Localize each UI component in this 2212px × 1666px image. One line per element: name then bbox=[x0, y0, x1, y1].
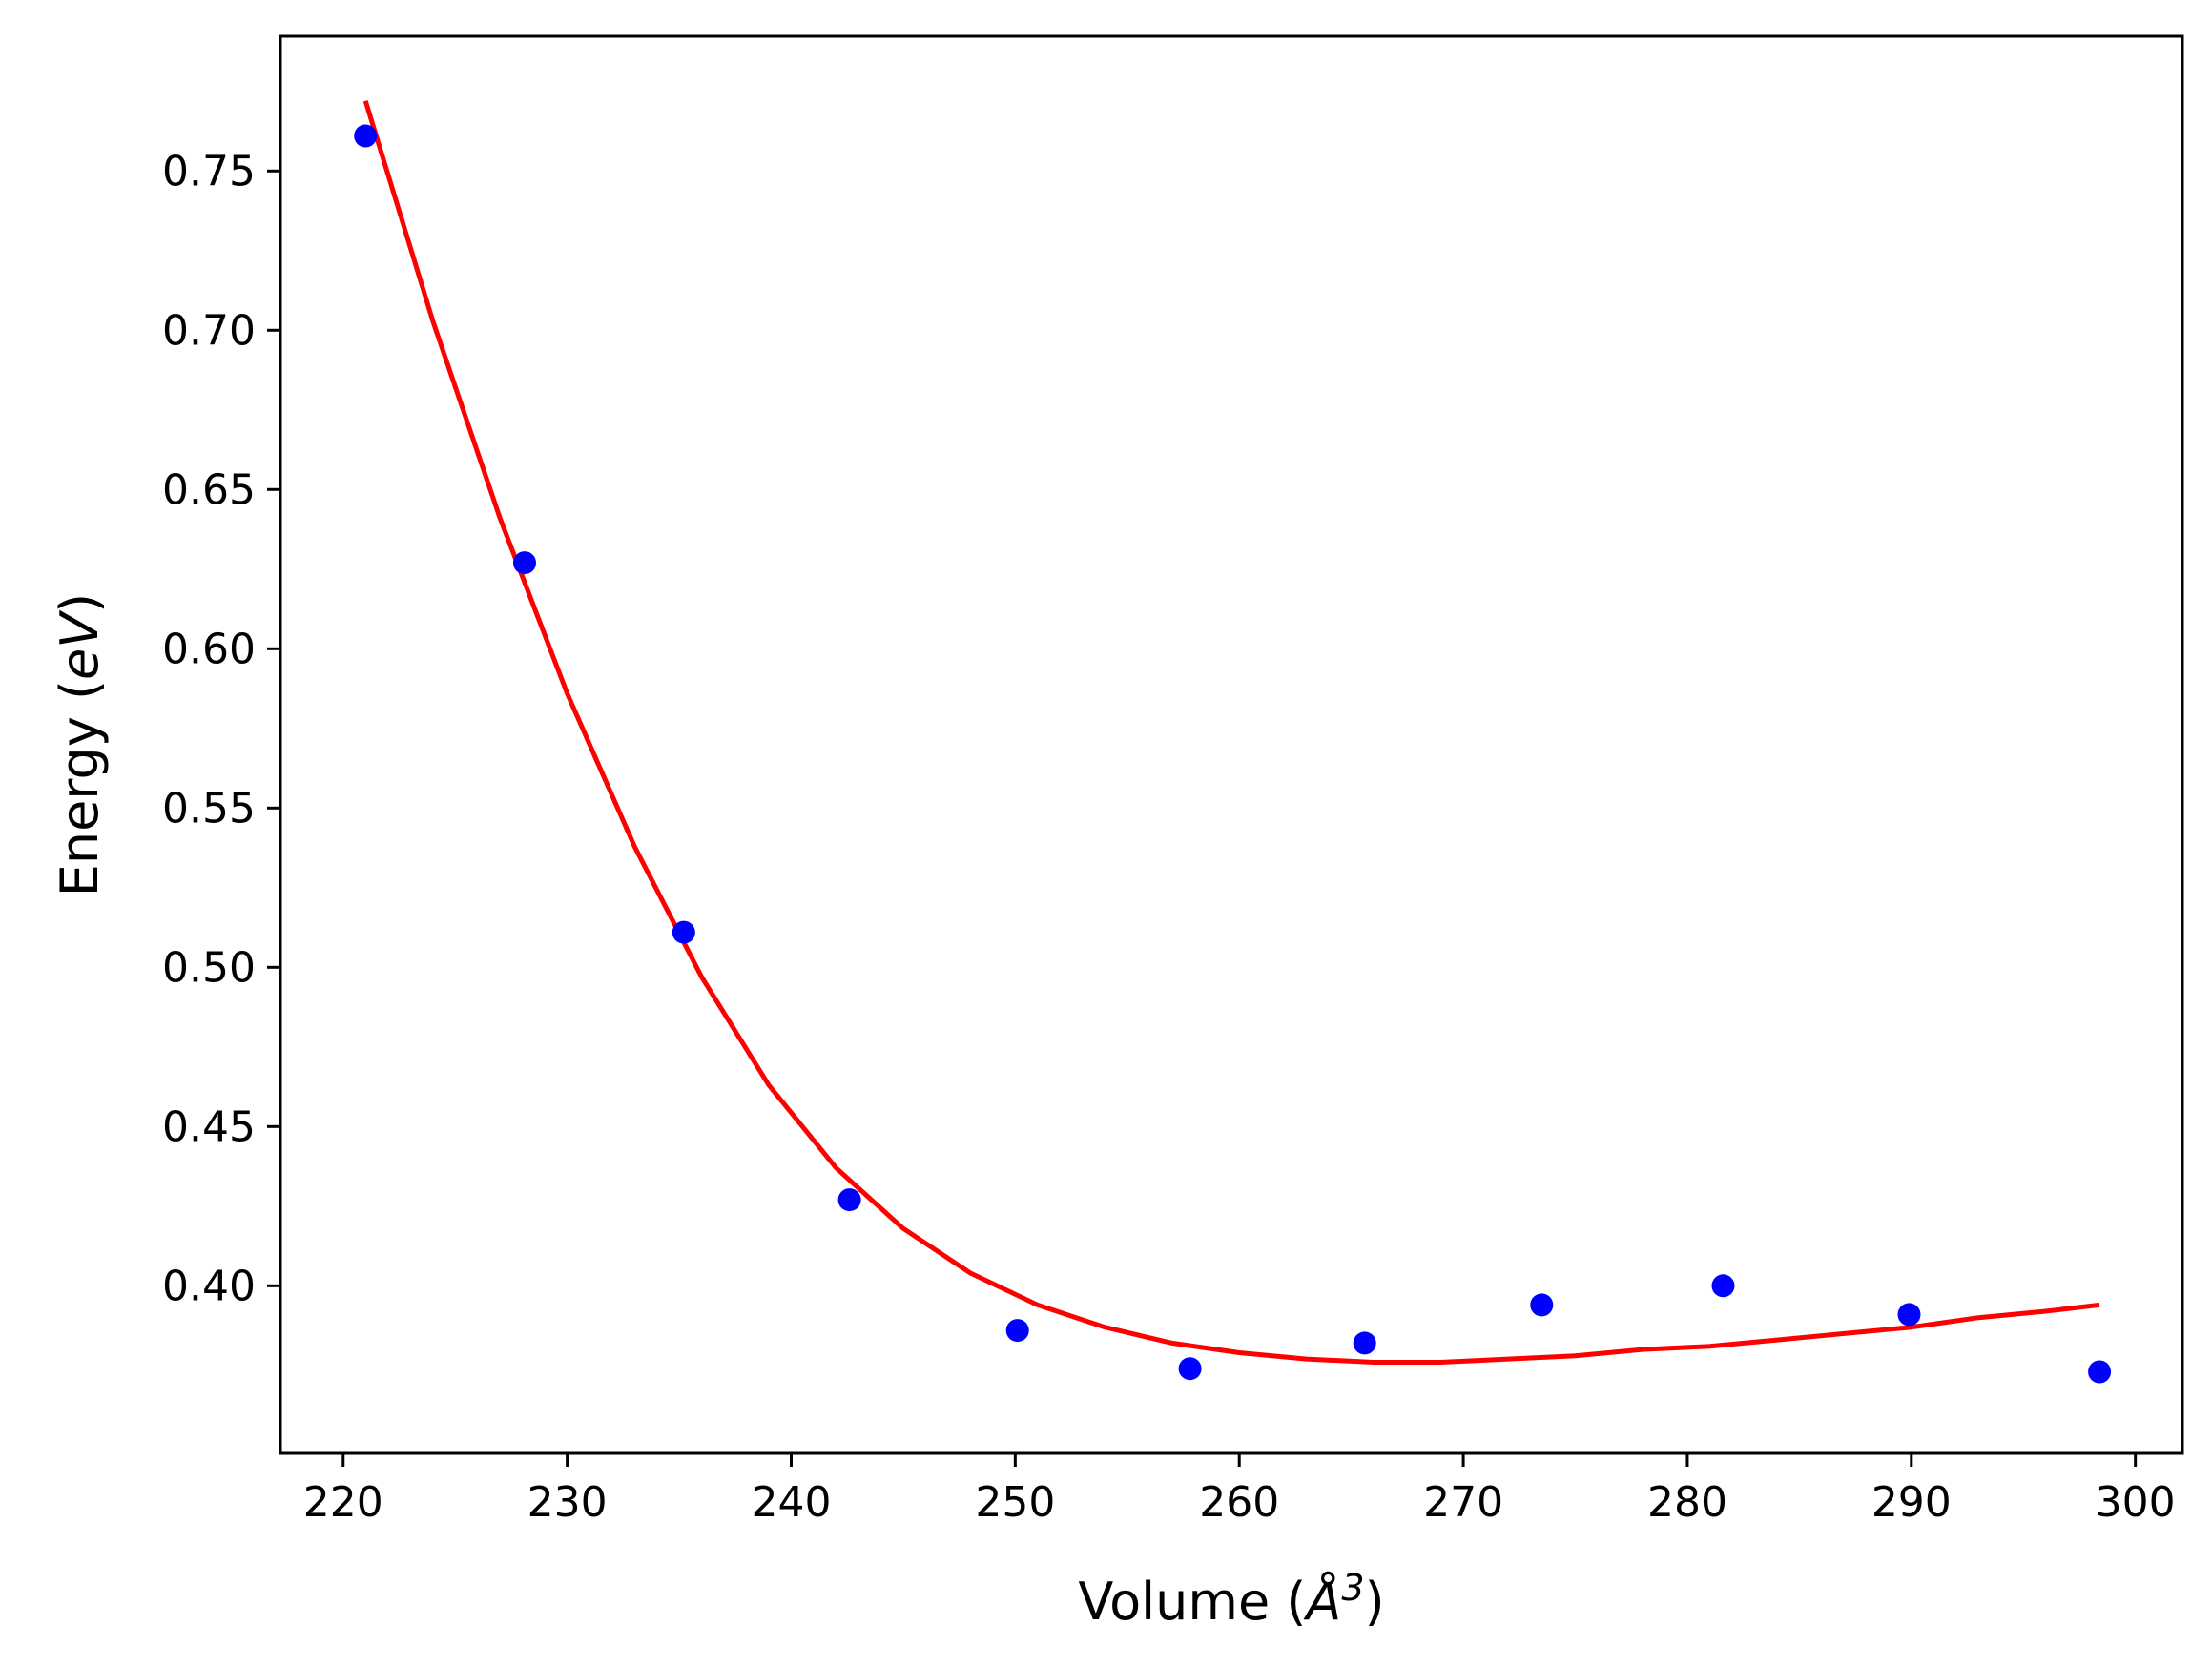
y-axis-ticks: 0.40 0.45 0.50 0.55 0.60 0.65 0.70 0.75 bbox=[162, 147, 280, 1310]
x-axis-ticks: 220 230 240 250 260 270 280 290 300 bbox=[303, 1453, 2176, 1527]
x-tick-label: 250 bbox=[975, 1478, 1055, 1527]
data-point bbox=[1353, 1331, 1376, 1355]
fit-curve-line bbox=[362, 100, 2100, 1365]
y-axis-label-unit: eV bbox=[50, 609, 110, 680]
x-tick-label: 290 bbox=[1871, 1478, 1952, 1527]
data-point bbox=[1178, 1357, 1202, 1381]
data-point bbox=[2088, 1360, 2112, 1384]
y-tick-label: 0.45 bbox=[162, 1102, 256, 1151]
x-tick-label: 220 bbox=[303, 1478, 383, 1527]
x-tick-label: 280 bbox=[1647, 1478, 1727, 1527]
axes-frame bbox=[279, 34, 2184, 1455]
x-axis-label-unit: Å bbox=[1303, 1571, 1341, 1632]
data-point bbox=[1711, 1274, 1735, 1298]
y-tick-label: 0.40 bbox=[162, 1262, 256, 1310]
data-points-layer bbox=[354, 124, 2112, 1384]
y-axis-label: Energy (eV) bbox=[50, 593, 110, 897]
x-tick-label: 260 bbox=[1199, 1478, 1279, 1527]
data-point bbox=[1897, 1303, 1921, 1327]
y-axis-label-prefix: Energy ( bbox=[50, 680, 110, 896]
fit-curve-layer bbox=[362, 100, 2100, 1365]
data-point bbox=[1530, 1293, 1554, 1317]
x-tick-label: 300 bbox=[2096, 1478, 2176, 1527]
x-axis-label-prefix: Volume ( bbox=[1078, 1572, 1306, 1632]
y-tick-label: 0.75 bbox=[162, 147, 256, 195]
y-tick-label: 0.55 bbox=[162, 784, 256, 833]
data-point bbox=[1005, 1319, 1029, 1343]
x-axis-label: Volume (Å3) bbox=[1078, 1567, 1384, 1632]
y-tick-label: 0.60 bbox=[162, 625, 256, 673]
y-tick-label: 0.70 bbox=[162, 306, 256, 355]
x-axis-label-suffix: ) bbox=[1365, 1572, 1385, 1632]
data-point bbox=[354, 124, 378, 148]
y-tick-label: 0.50 bbox=[162, 943, 256, 992]
y-tick-label: 0.65 bbox=[162, 465, 256, 514]
x-tick-label: 240 bbox=[751, 1478, 831, 1527]
x-axis-label-exponent: 3 bbox=[1341, 1567, 1364, 1609]
data-point bbox=[513, 551, 536, 575]
data-point bbox=[672, 920, 695, 944]
data-point bbox=[837, 1188, 861, 1212]
y-axis-label-suffix: ) bbox=[50, 593, 110, 613]
x-tick-label: 230 bbox=[527, 1478, 608, 1527]
x-tick-label: 270 bbox=[1423, 1478, 1503, 1527]
